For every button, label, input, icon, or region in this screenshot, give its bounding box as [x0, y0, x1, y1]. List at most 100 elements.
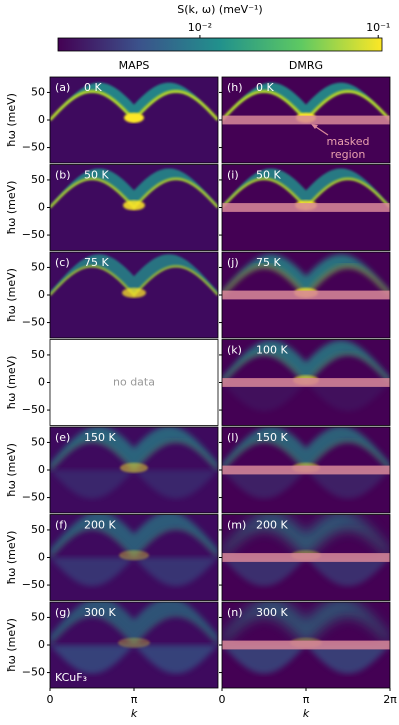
panel: no data 50 0 −50 ħω (meV) — [5, 339, 219, 426]
y-tick-label: 0 — [38, 463, 45, 476]
colorbar — [57, 37, 383, 52]
continuum — [222, 82, 390, 120]
temperature: 150 K — [256, 431, 288, 444]
panel-label: (h) — [227, 81, 243, 94]
masked-band — [222, 290, 390, 300]
y-tick-label: 50 — [31, 173, 45, 186]
panel: (a) 0 K 50 0 −50 ħω (meV) — [5, 76, 219, 164]
panel: (e) 150 K 50 0 −50 ħω (meV) — [5, 426, 219, 514]
continuum-negative — [50, 645, 218, 674]
masked-band — [222, 115, 390, 125]
y-tick-label: 0 — [38, 288, 45, 301]
panel-label: (m) — [227, 519, 246, 532]
continuum — [222, 340, 390, 383]
heatmap — [50, 252, 218, 338]
x-tick-label: π — [303, 693, 310, 706]
masked-band — [222, 465, 390, 475]
heatmap — [222, 77, 390, 163]
continuum — [222, 602, 390, 645]
panel: (n) 300 K — [219, 601, 391, 689]
y-tick-label: 0 — [38, 638, 45, 651]
temperature: 300 K — [256, 606, 288, 619]
x-tick-label: 2π — [383, 693, 397, 706]
colorbar-tick-label: 10⁻² — [188, 21, 212, 34]
temperature: 0 K — [84, 81, 102, 94]
heatmap — [50, 77, 218, 163]
y-tick-label: 0 — [38, 376, 45, 389]
y-axis-label: ħω (meV) — [5, 181, 18, 235]
temperature: 300 K — [84, 606, 116, 619]
continuum — [222, 254, 390, 295]
y-tick-label: −50 — [22, 228, 45, 241]
y-tick-label: 50 — [31, 435, 45, 448]
column-title: DMRG — [289, 59, 323, 72]
temperature: 75 K — [256, 256, 281, 269]
continuum — [222, 514, 390, 558]
temperature: 100 K — [256, 344, 288, 357]
continuum-negative — [50, 470, 218, 499]
heatmap — [222, 427, 390, 513]
panel-label: (a) — [55, 81, 70, 94]
panel: (m) 200 K — [219, 514, 391, 601]
panel: (i) 50 K — [219, 164, 391, 251]
low-energy-peak — [120, 462, 148, 473]
y-tick-label: 0 — [38, 113, 45, 126]
y-tick-label: −50 — [22, 316, 45, 329]
panel: (g) 300 K KCuF₃ 50 0 −50 ħω (meV) — [5, 601, 219, 689]
masked-band — [222, 378, 390, 387]
panel-label: (f) — [55, 519, 67, 532]
column-title: MAPS — [119, 59, 150, 72]
y-tick-label: 0 — [38, 201, 45, 214]
material: KCuF₃ — [55, 671, 87, 684]
low-energy-peak — [119, 550, 149, 561]
heatmap — [50, 164, 218, 251]
y-axis-label: ħω (meV) — [5, 443, 18, 497]
continuum-negative — [222, 557, 390, 587]
x-axis-label: k — [131, 707, 138, 720]
annotation: masked — [327, 135, 370, 148]
colorbar-tick-label: 10⁻¹ — [366, 21, 390, 34]
panel-label: (j) — [227, 256, 239, 269]
continuum — [50, 82, 218, 120]
y-axis-label: ħω (meV) — [5, 356, 18, 410]
heatmap — [222, 602, 390, 688]
panel: (b) 50 K 50 0 −50 ħω (meV) — [5, 164, 219, 251]
x-axis-label: k — [303, 707, 310, 720]
masked-band — [222, 640, 390, 650]
heatmap — [50, 514, 218, 601]
colorbar-label: S(k, ω) (meV⁻¹) — [177, 3, 262, 16]
x-tick-label: 0 — [219, 693, 226, 706]
low-energy-peak — [118, 637, 150, 648]
panel-label: (l) — [227, 431, 239, 444]
panel-label: (g) — [55, 606, 71, 619]
temperature: 150 K — [84, 431, 116, 444]
low-energy-peak — [124, 112, 144, 123]
panel: (k) 100 K — [219, 339, 391, 426]
panel: (l) 150 K — [219, 426, 391, 514]
heatmap — [222, 164, 390, 251]
y-tick-label: −50 — [22, 666, 45, 679]
temperature: 50 K — [84, 169, 109, 182]
low-energy-peak — [123, 200, 145, 211]
heatmap — [50, 427, 218, 513]
continuum — [50, 427, 218, 470]
panel-label: (k) — [227, 344, 242, 357]
temperature: 0 K — [256, 81, 274, 94]
y-tick-label: −50 — [22, 578, 45, 591]
panel: (c) 75 K 50 0 −50 ħω (meV) — [5, 251, 219, 339]
continuum — [50, 514, 218, 558]
no-data-note: no data — [113, 376, 155, 389]
panel-label: (e) — [55, 431, 70, 444]
x-tick-label: 0 — [47, 693, 54, 706]
continuum-negative — [222, 645, 390, 674]
y-axis-label: ħω (meV) — [5, 531, 18, 585]
temperature: 75 K — [84, 256, 109, 269]
temperature: 50 K — [256, 169, 281, 182]
panel-label: (c) — [55, 256, 70, 269]
panel: (j) 75 K — [219, 251, 391, 339]
panel-label: (i) — [227, 169, 239, 182]
y-tick-label: 50 — [31, 523, 45, 536]
continuum-negative — [50, 557, 218, 587]
